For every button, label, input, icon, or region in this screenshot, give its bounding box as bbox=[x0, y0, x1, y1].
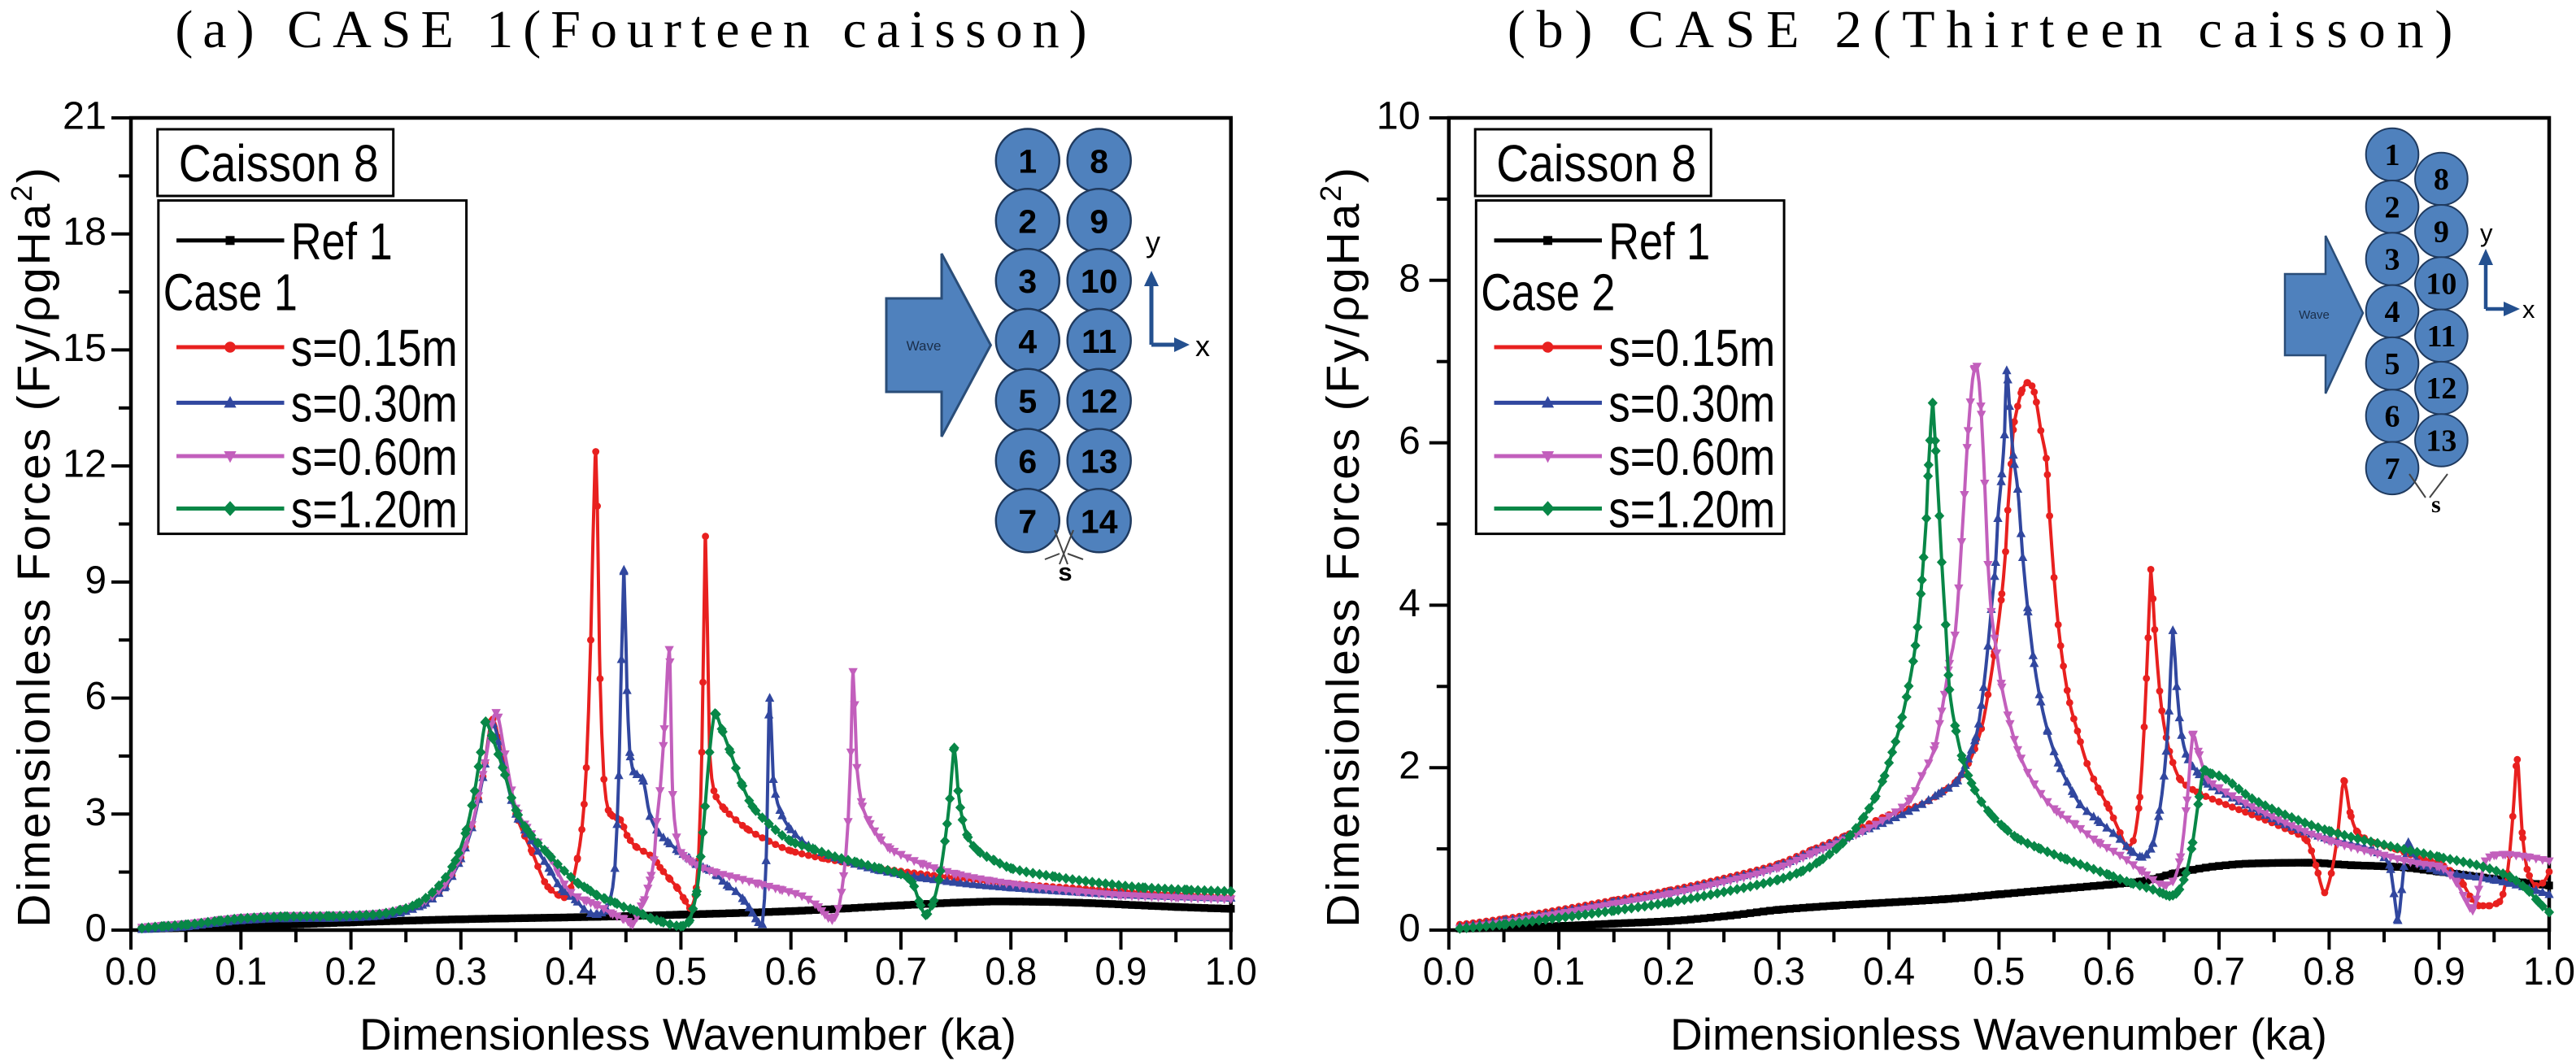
svg-text:s: s bbox=[1058, 558, 1072, 586]
svg-text:Dimensionless Forces (Fy/ρgHa2: Dimensionless Forces (Fy/ρgHa2) bbox=[5, 165, 60, 927]
svg-text:0.2: 0.2 bbox=[1643, 950, 1695, 994]
svg-text:s: s bbox=[2431, 491, 2441, 518]
svg-text:2: 2 bbox=[1018, 202, 1037, 240]
svg-text:0.7: 0.7 bbox=[2193, 950, 2245, 994]
svg-text:Wave: Wave bbox=[907, 338, 942, 354]
svg-text:5: 5 bbox=[1018, 383, 1037, 420]
svg-text:10: 10 bbox=[1081, 263, 1118, 300]
svg-text:3: 3 bbox=[2385, 243, 2400, 277]
svg-text:Ref 1: Ref 1 bbox=[1608, 212, 1710, 271]
svg-text:Case 2: Case 2 bbox=[1481, 263, 1615, 322]
svg-text:0.3: 0.3 bbox=[435, 950, 487, 994]
svg-text:14: 14 bbox=[1081, 502, 1118, 540]
svg-text:0.7: 0.7 bbox=[875, 950, 927, 994]
svg-text:Dimensionless Wavenumber (ka): Dimensionless Wavenumber (ka) bbox=[359, 1009, 1016, 1059]
svg-text:Ref 1: Ref 1 bbox=[291, 212, 393, 271]
svg-text:15: 15 bbox=[63, 327, 107, 370]
svg-text:0.8: 0.8 bbox=[985, 950, 1037, 994]
svg-text:Caisson 8: Caisson 8 bbox=[179, 134, 379, 193]
svg-text:0.4: 0.4 bbox=[545, 950, 597, 994]
svg-text:s=0.30m: s=0.30m bbox=[291, 374, 458, 433]
svg-text:s=0.30m: s=0.30m bbox=[1608, 374, 1775, 433]
svg-text:0.3: 0.3 bbox=[1753, 950, 1805, 994]
svg-text:0: 0 bbox=[1399, 907, 1421, 950]
svg-text:9: 9 bbox=[2434, 215, 2449, 249]
svg-text:Dimensionless Wavenumber (ka): Dimensionless Wavenumber (ka) bbox=[1670, 1009, 2327, 1059]
svg-text:3: 3 bbox=[85, 791, 107, 834]
svg-text:12: 12 bbox=[1081, 383, 1118, 420]
svg-text:0.1: 0.1 bbox=[215, 950, 267, 994]
svg-text:9: 9 bbox=[1090, 202, 1108, 240]
svg-text:s=0.60m: s=0.60m bbox=[291, 428, 458, 486]
svg-text:1.0: 1.0 bbox=[1205, 950, 1257, 994]
svg-text:1: 1 bbox=[2385, 138, 2400, 172]
svg-text:13: 13 bbox=[1081, 443, 1118, 480]
svg-text:4: 4 bbox=[1399, 582, 1421, 625]
svg-text:0.4: 0.4 bbox=[1863, 950, 1915, 994]
svg-text:13: 13 bbox=[2426, 424, 2456, 459]
svg-text:(b) CASE 2(Thirteen caisson): (b) CASE 2(Thirteen caisson) bbox=[1508, 0, 2464, 59]
svg-text:7: 7 bbox=[2385, 452, 2400, 486]
svg-text:Caisson 8: Caisson 8 bbox=[1496, 134, 1696, 193]
svg-text:10: 10 bbox=[2426, 267, 2456, 302]
svg-text:s=0.60m: s=0.60m bbox=[1608, 428, 1775, 486]
svg-text:(a) CASE 1(Fourteen caisson): (a) CASE 1(Fourteen caisson) bbox=[175, 0, 1096, 59]
svg-text:12: 12 bbox=[63, 443, 107, 486]
svg-text:0.0: 0.0 bbox=[1423, 950, 1475, 994]
svg-text:Dimensionless Forces (Fy/ρgHa2: Dimensionless Forces (Fy/ρgHa2) bbox=[1314, 165, 1369, 927]
svg-text:0.2: 0.2 bbox=[325, 950, 377, 994]
svg-text:x: x bbox=[2522, 295, 2535, 324]
svg-text:y: y bbox=[2480, 219, 2493, 247]
svg-text:s=0.15m: s=0.15m bbox=[1608, 319, 1775, 377]
svg-text:0.6: 0.6 bbox=[2083, 950, 2135, 994]
svg-text:0.9: 0.9 bbox=[2413, 950, 2465, 994]
svg-text:2: 2 bbox=[2385, 190, 2400, 224]
svg-text:1.0: 1.0 bbox=[2523, 950, 2575, 994]
svg-text:21: 21 bbox=[63, 95, 107, 138]
svg-text:12: 12 bbox=[2426, 372, 2456, 406]
svg-text:0.9: 0.9 bbox=[1095, 950, 1147, 994]
svg-text:4: 4 bbox=[1018, 323, 1037, 360]
svg-text:x: x bbox=[1195, 329, 1210, 363]
svg-text:18: 18 bbox=[63, 211, 107, 254]
svg-text:8: 8 bbox=[1090, 143, 1108, 180]
svg-text:0.5: 0.5 bbox=[1973, 950, 2025, 994]
svg-text:8: 8 bbox=[1399, 257, 1421, 300]
svg-text:7: 7 bbox=[1018, 502, 1037, 540]
svg-text:0: 0 bbox=[85, 907, 107, 950]
svg-text:y: y bbox=[1146, 225, 1160, 259]
svg-text:6: 6 bbox=[1399, 420, 1421, 463]
svg-text:6: 6 bbox=[85, 675, 107, 718]
svg-text:0.0: 0.0 bbox=[105, 950, 157, 994]
svg-text:5: 5 bbox=[2385, 347, 2400, 381]
svg-text:0.6: 0.6 bbox=[765, 950, 817, 994]
svg-text:Case 1: Case 1 bbox=[163, 263, 298, 322]
svg-text:4: 4 bbox=[2385, 295, 2400, 329]
svg-text:0.1: 0.1 bbox=[1533, 950, 1585, 994]
svg-text:6: 6 bbox=[1018, 443, 1037, 480]
svg-text:0.5: 0.5 bbox=[655, 950, 707, 994]
svg-text:8: 8 bbox=[2434, 163, 2449, 197]
svg-text:6: 6 bbox=[2385, 400, 2400, 434]
svg-text:2: 2 bbox=[1399, 745, 1421, 788]
svg-text:10: 10 bbox=[1377, 95, 1421, 138]
svg-text:9: 9 bbox=[85, 559, 107, 602]
svg-text:Wave: Wave bbox=[2299, 308, 2330, 322]
svg-text:1: 1 bbox=[1018, 143, 1037, 180]
svg-text:s=0.15m: s=0.15m bbox=[291, 319, 458, 377]
svg-text:s=1.20m: s=1.20m bbox=[1608, 480, 1775, 539]
svg-text:11: 11 bbox=[1081, 323, 1116, 360]
svg-text:3: 3 bbox=[1018, 263, 1037, 300]
svg-text:s=1.20m: s=1.20m bbox=[291, 480, 458, 539]
svg-text:0.8: 0.8 bbox=[2303, 950, 2355, 994]
svg-text:11: 11 bbox=[2426, 320, 2456, 354]
